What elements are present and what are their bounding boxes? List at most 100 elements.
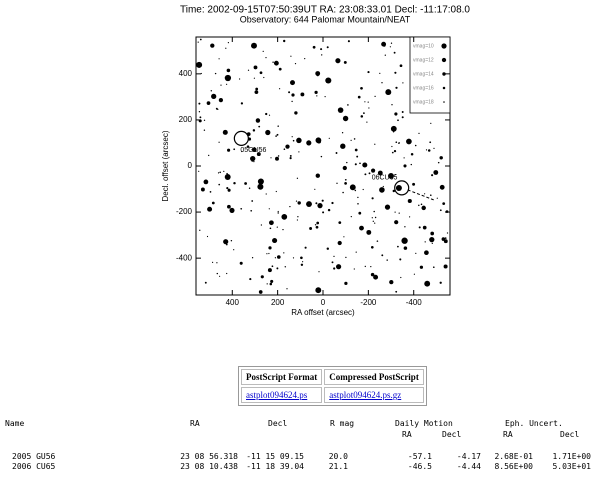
column-header: RA xyxy=(190,419,200,428)
star xyxy=(251,200,254,202)
star xyxy=(364,265,366,268)
star xyxy=(388,172,394,179)
y-tick-label: 0 xyxy=(188,161,193,170)
star xyxy=(336,182,338,184)
star xyxy=(349,184,356,191)
star xyxy=(218,183,221,186)
star xyxy=(309,227,313,230)
star xyxy=(250,209,253,212)
star xyxy=(284,266,287,268)
star xyxy=(294,62,297,65)
star xyxy=(219,171,222,174)
star xyxy=(275,190,277,193)
star xyxy=(218,97,224,103)
star xyxy=(211,93,217,100)
star xyxy=(333,255,335,258)
x-axis-label: RA offset (arcsec) xyxy=(291,308,355,317)
cell: -11 18 39.04 xyxy=(246,462,304,471)
star xyxy=(219,275,221,277)
star xyxy=(399,64,403,68)
star xyxy=(315,137,322,144)
star xyxy=(337,107,344,113)
object-marker xyxy=(394,180,410,196)
star xyxy=(304,246,307,249)
star xyxy=(393,51,396,54)
star xyxy=(359,162,361,165)
star xyxy=(403,164,407,168)
star xyxy=(437,161,440,164)
star xyxy=(226,272,228,275)
star xyxy=(276,133,279,136)
star xyxy=(238,78,241,80)
star xyxy=(241,150,243,153)
star xyxy=(422,225,427,230)
star xyxy=(274,257,277,259)
star xyxy=(315,173,320,178)
star xyxy=(436,197,438,199)
star xyxy=(251,147,257,153)
star xyxy=(399,258,402,261)
star xyxy=(324,96,326,98)
star xyxy=(342,115,349,122)
cell: 2.68E-01 xyxy=(494,452,533,461)
column-subheader: Decl xyxy=(560,430,580,439)
star xyxy=(296,177,299,179)
star xyxy=(268,252,270,255)
star xyxy=(314,188,316,190)
star xyxy=(379,187,385,193)
cell: 23 08 56.318 xyxy=(180,452,238,461)
star xyxy=(216,262,218,264)
star xyxy=(374,143,376,145)
psgz-link[interactable]: astplot094624.ps.gz xyxy=(329,390,402,400)
y-tick-label: -200 xyxy=(176,207,193,216)
star xyxy=(290,55,292,57)
star xyxy=(439,209,442,212)
column-header: Daily Motion xyxy=(395,419,453,428)
star xyxy=(386,259,388,261)
star xyxy=(377,170,383,176)
star xyxy=(233,148,236,151)
star xyxy=(368,107,370,109)
column-header: Eph. Uncert. xyxy=(505,419,563,428)
star xyxy=(302,261,304,263)
cell: 2006 CU65 xyxy=(12,462,56,471)
star xyxy=(432,266,435,269)
star xyxy=(430,194,432,196)
star xyxy=(256,152,261,157)
star xyxy=(433,147,435,149)
star xyxy=(328,137,330,139)
legend-dot xyxy=(442,86,446,90)
star xyxy=(391,151,394,154)
x-tick-label: -200 xyxy=(360,298,377,307)
star xyxy=(276,226,278,228)
star xyxy=(418,226,421,229)
star xyxy=(277,212,279,214)
star xyxy=(265,193,267,195)
star xyxy=(364,101,366,103)
star xyxy=(257,178,264,185)
column-header: R mag xyxy=(330,419,355,428)
cell: 23 08 10.438 xyxy=(180,462,238,471)
star xyxy=(366,121,368,123)
motion-line xyxy=(407,189,434,201)
star xyxy=(335,58,341,64)
star xyxy=(265,57,267,59)
plot-title: Time: 2002-09-15T07:50:39UT RA: 23:08:33… xyxy=(180,5,470,16)
star xyxy=(300,256,303,260)
legend-dot xyxy=(441,57,447,63)
star xyxy=(381,254,384,257)
star xyxy=(428,149,431,151)
star xyxy=(295,200,298,202)
ps-link[interactable]: astplot094624.ps xyxy=(246,390,308,400)
star xyxy=(203,119,206,121)
star xyxy=(398,142,400,144)
star xyxy=(342,191,344,194)
cell: 21.1 xyxy=(328,462,348,471)
star xyxy=(282,228,284,231)
star xyxy=(325,77,332,84)
star xyxy=(300,92,305,97)
star xyxy=(381,82,383,84)
star xyxy=(289,157,292,160)
cell: -11 15 09.15 xyxy=(246,452,304,461)
cell: 5.03E+01 xyxy=(552,462,591,471)
